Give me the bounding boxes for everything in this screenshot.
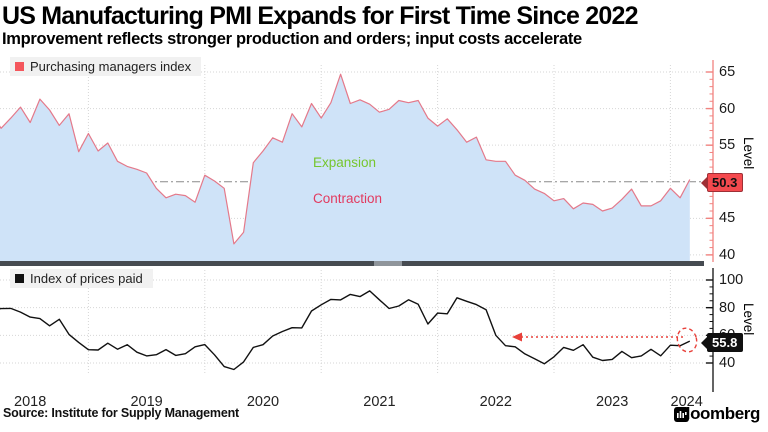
y-axis-title-top: Level <box>741 137 756 170</box>
legend-pmi: Purchasing managers index <box>10 57 202 76</box>
legend-prices-label: Index of prices paid <box>30 271 143 286</box>
x-tick-label-2020: 2020 <box>246 394 280 410</box>
pmi-last-value-badge: 50.3 <box>707 173 744 192</box>
legend-swatch-red <box>15 62 24 71</box>
y-tick-label: 45 <box>719 210 736 227</box>
pmi-area-fill <box>0 74 690 262</box>
x-tick-label-2023: 2023 <box>596 394 629 410</box>
annotation-circle <box>676 327 698 353</box>
bloomberg-bug-icon <box>673 406 689 422</box>
y-tick-label: 80 <box>719 299 736 316</box>
pmi-line <box>0 73 691 245</box>
expansion-label: Expansion <box>313 155 377 170</box>
legend-swatch-black <box>15 274 24 283</box>
legend-prices-paid: Index of prices paid <box>10 269 153 288</box>
x-tick-label-2024: 2024 <box>670 394 703 410</box>
x-tick-label-2021: 2021 <box>363 394 396 410</box>
y-tick-label: 40 <box>719 354 736 371</box>
y-tick-label: 100 <box>719 272 744 288</box>
contraction-label: Contraction <box>313 191 383 206</box>
bloomberg-wordmark: Bloomberg <box>673 404 761 423</box>
source-note: Source: Institute for Supply Management <box>3 406 239 420</box>
prices-paid-chart <box>0 268 714 392</box>
legend-pmi-label: Purchasing managers index <box>30 59 192 74</box>
y-tick-label: 40 <box>719 246 736 263</box>
y-tick-label: 55 <box>719 137 736 154</box>
pane-divider-handle[interactable] <box>374 261 402 266</box>
pane-divider <box>0 261 704 266</box>
y-tick-label: 60 <box>719 100 736 117</box>
y-tick-label: 65 <box>719 64 736 80</box>
y-axis-title-bottom: Level <box>741 303 756 336</box>
pmi-chart <box>0 60 714 262</box>
annotation-arrow-head <box>512 332 522 342</box>
page-subtitle: Improvement reflects stronger production… <box>2 30 582 48</box>
x-tick-label-2018: 2018 <box>14 394 47 410</box>
bloomberg-logo: Bloomberg <box>673 404 761 424</box>
prices-line <box>0 290 691 371</box>
x-tick-label-2019: 2019 <box>130 394 163 410</box>
x-tick-label-2022: 2022 <box>479 394 512 410</box>
prices-last-value-badge: 55.8 <box>707 333 744 352</box>
page-title: US Manufacturing PMI Expands for First T… <box>2 2 638 30</box>
